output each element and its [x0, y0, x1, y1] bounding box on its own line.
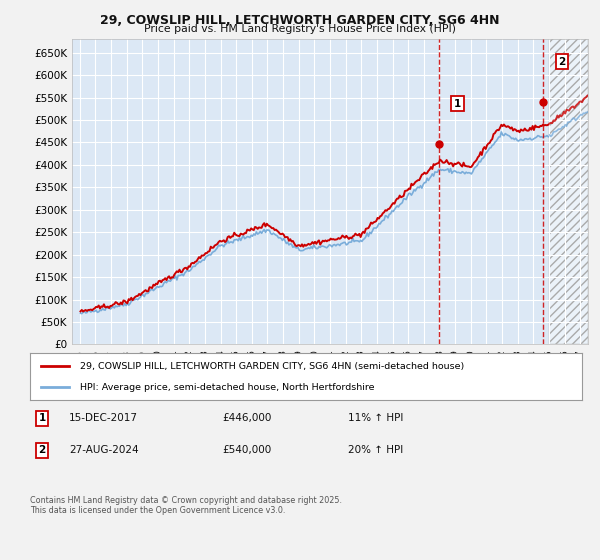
Text: Price paid vs. HM Land Registry's House Price Index (HPI): Price paid vs. HM Land Registry's House … — [144, 24, 456, 34]
Text: 2: 2 — [559, 57, 566, 67]
Text: 1: 1 — [454, 99, 461, 109]
Text: 29, COWSLIP HILL, LETCHWORTH GARDEN CITY, SG6 4HN: 29, COWSLIP HILL, LETCHWORTH GARDEN CITY… — [100, 14, 500, 27]
Text: 2: 2 — [38, 445, 46, 455]
Text: 15-DEC-2017: 15-DEC-2017 — [69, 413, 138, 423]
Text: 27-AUG-2024: 27-AUG-2024 — [69, 445, 139, 455]
Bar — [549, 39, 588, 344]
Text: £540,000: £540,000 — [222, 445, 271, 455]
Text: 29, COWSLIP HILL, LETCHWORTH GARDEN CITY, SG6 4HN (semi-detached house): 29, COWSLIP HILL, LETCHWORTH GARDEN CITY… — [80, 362, 464, 371]
Text: 20% ↑ HPI: 20% ↑ HPI — [348, 445, 403, 455]
Text: Contains HM Land Registry data © Crown copyright and database right 2025.
This d: Contains HM Land Registry data © Crown c… — [30, 496, 342, 515]
Bar — [549, 39, 588, 344]
Text: 11% ↑ HPI: 11% ↑ HPI — [348, 413, 403, 423]
Text: HPI: Average price, semi-detached house, North Hertfordshire: HPI: Average price, semi-detached house,… — [80, 382, 374, 391]
Text: 1: 1 — [38, 413, 46, 423]
Text: £446,000: £446,000 — [222, 413, 271, 423]
